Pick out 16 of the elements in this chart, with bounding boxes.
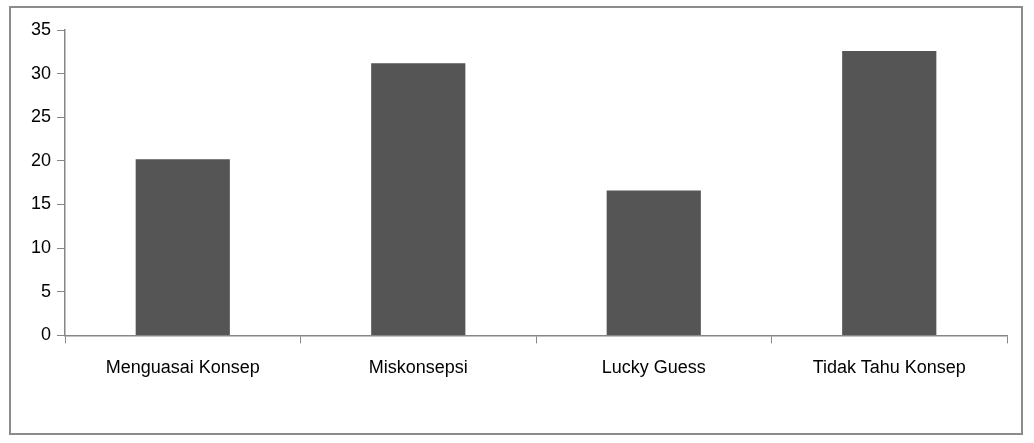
y-tick-label: 35 xyxy=(30,18,52,39)
y-tick-label: 15 xyxy=(30,193,52,214)
x-tick-label: Tidak Tahu Konsep xyxy=(812,357,966,378)
x-tick-label: Miskonsepsi xyxy=(368,357,468,378)
y-tick-label: 10 xyxy=(30,237,52,258)
bar xyxy=(842,50,937,335)
y-tick-label: 20 xyxy=(30,149,52,170)
y-tick-label: 0 xyxy=(41,324,52,345)
x-tick-label: Menguasai Konsep xyxy=(105,357,260,378)
y-tick-label: 5 xyxy=(41,280,52,301)
y-tick-label: 25 xyxy=(30,106,52,127)
bar xyxy=(135,159,230,335)
y-tick-label: 30 xyxy=(30,62,52,83)
bar xyxy=(371,63,466,335)
x-tick-label: Lucky Guess xyxy=(601,357,706,378)
bar xyxy=(606,190,701,335)
